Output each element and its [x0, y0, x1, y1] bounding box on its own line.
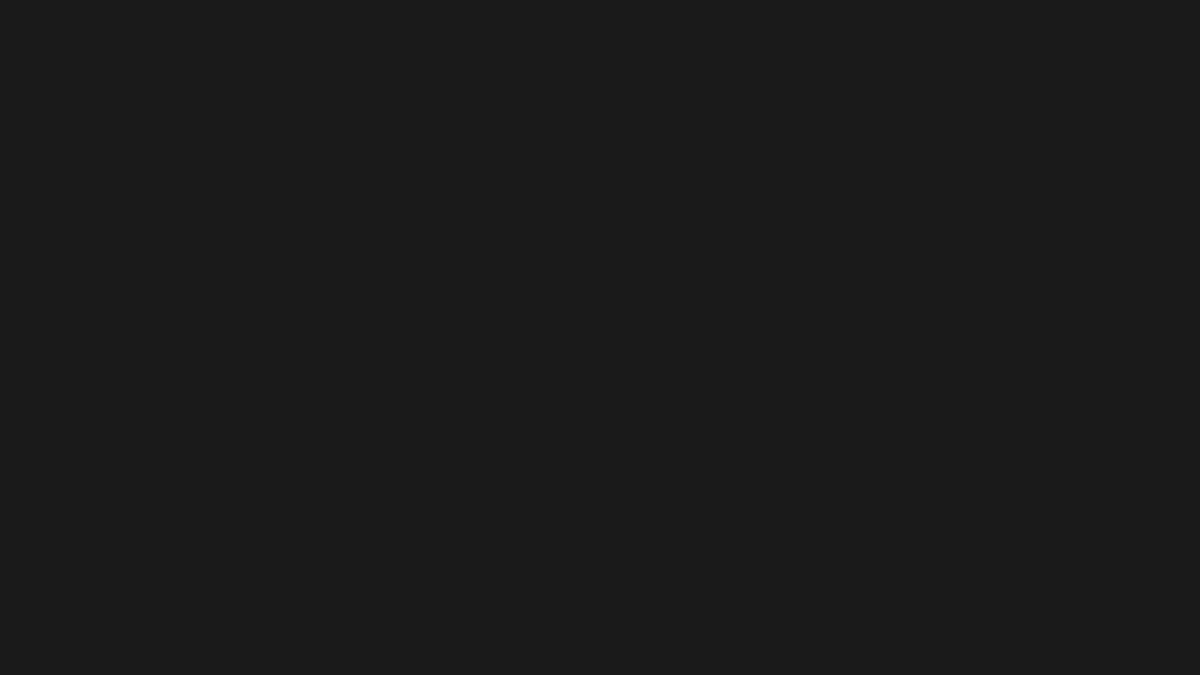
- Text: Draw a tree-diagram to track the derivative formulas.: Draw a tree-diagram to track the derivat…: [82, 91, 634, 110]
- Text: at the point $(u, v) = (1, 1).$: at the point $(u, v) = (1, 1).$: [190, 146, 434, 170]
- Text: \textbf{4a.}: \textbf{4a.}: [82, 141, 224, 163]
- Text: $\partial u$: $\partial u$: [137, 174, 161, 196]
- Text: $\partial w$: $\partial w$: [137, 142, 164, 164]
- Text: 4.  Let $w = 3x\cos \pi y$.  If $x = u^2 + v^2$,  $y = v/u$,  find the following: 4. Let $w = 3x\cos \pi y$. If $x = u^2 +…: [82, 62, 1069, 88]
